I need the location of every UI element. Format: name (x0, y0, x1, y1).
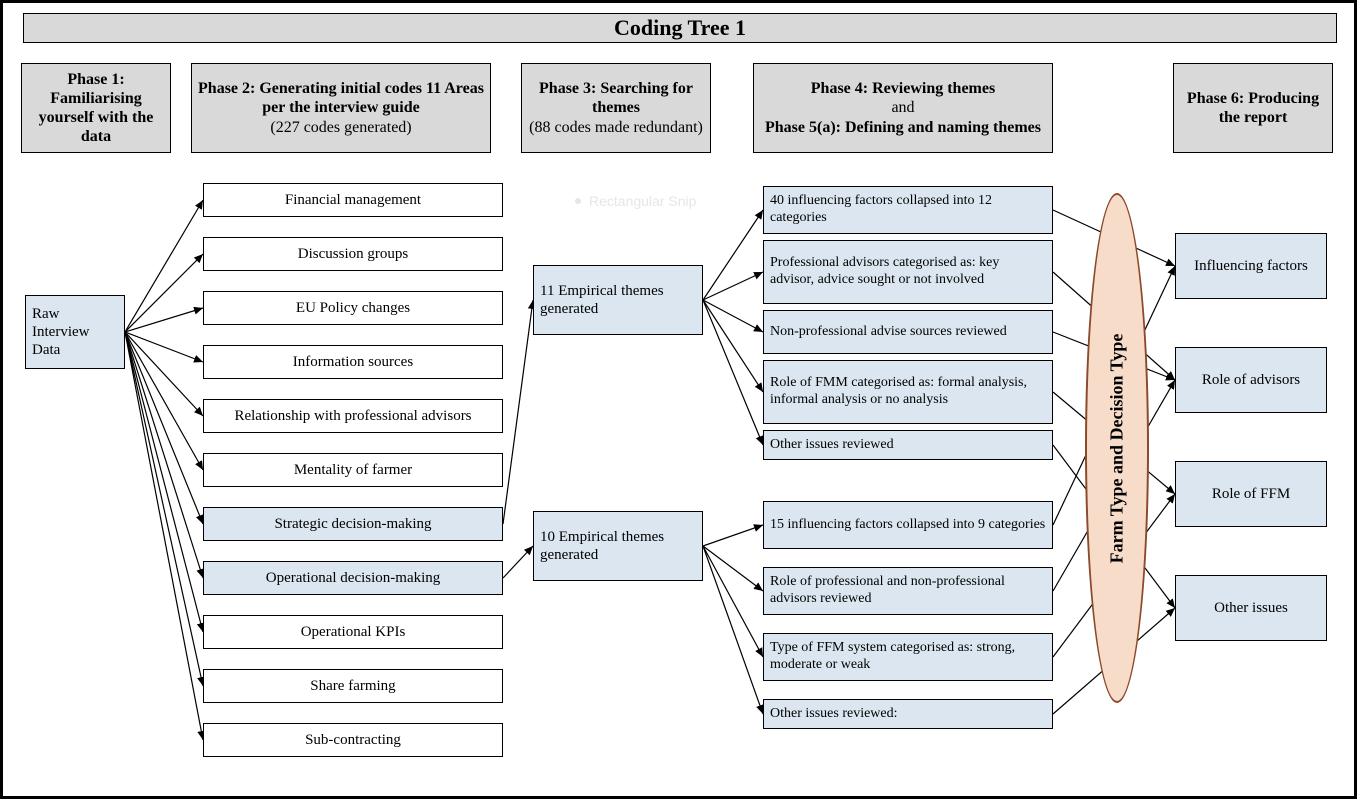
phase6-item: Role of advisors (1175, 347, 1327, 413)
phase3-header-bold: Phase 3: Searching for themes (528, 79, 704, 117)
phase3-header: Phase 3: Searching for themes (88 codes … (521, 63, 711, 153)
phase4-bot-item: Type of FFM system categorised as: stron… (763, 633, 1053, 681)
phase1-header-text: Phase 1: Familiarising yourself with the… (28, 70, 164, 147)
raw-interview-data: Raw Interview Data (25, 295, 125, 369)
phase2-item: Mentality of farmer (203, 453, 503, 487)
phase1-header: Phase 1: Familiarising yourself with the… (21, 63, 171, 153)
phase3-bot-box: 10 Empirical themes generated (533, 511, 703, 581)
phase4-top-item: Role of FMM categorised as: formal analy… (763, 360, 1053, 424)
phase2-item: Operational decision-making (203, 561, 503, 595)
farm-type-ellipse: Farm Type and Decision Type (1085, 193, 1149, 703)
phase6-header-text: Phase 6: Producing the report (1180, 89, 1326, 127)
phase4-bot-item: 15 influencing factors collapsed into 9 … (763, 501, 1053, 549)
ellipse-label: Farm Type and Decision Type (1107, 333, 1128, 563)
phase3-header-sub: (88 codes made redundant) (528, 118, 704, 137)
phase4-bot-item: Other issues reviewed: (763, 699, 1053, 729)
phase4-header-bold: Phase 4: Reviewing themes (760, 79, 1046, 98)
phase2-header-sub: (227 codes generated) (198, 118, 484, 137)
phase4-top-item: Non-professional advise sources reviewed (763, 310, 1053, 354)
phase4-top-item: 40 influencing factors collapsed into 12… (763, 186, 1053, 234)
snip-dot-icon (575, 198, 581, 204)
phase2-item: EU Policy changes (203, 291, 503, 325)
phase45-header: Phase 4: Reviewing themes and Phase 5(a)… (753, 63, 1053, 153)
phase4-bot-item: Role of professional and non-professiona… (763, 567, 1053, 615)
phase2-item: Discussion groups (203, 237, 503, 271)
phase2-header-bold: Phase 2: Generating initial codes 11 Are… (198, 79, 484, 117)
snip-watermark: Rectangular Snip (575, 193, 696, 209)
phase3-top-label: 11 Empirical themes generated (540, 282, 696, 318)
phase4-top-item: Professional advisors categorised as: ke… (763, 240, 1053, 304)
phase4-top-item: Other issues reviewed (763, 430, 1053, 460)
phase2-item: Information sources (203, 345, 503, 379)
phase2-item: Operational KPIs (203, 615, 503, 649)
phase3-bot-label: 10 Empirical themes generated (540, 528, 696, 564)
phase6-item: Other issues (1175, 575, 1327, 641)
phase2-item: Relationship with professional advisors (203, 399, 503, 433)
phase6-item: Role of FFM (1175, 461, 1327, 527)
phase2-item: Share farming (203, 669, 503, 703)
phase3-top-box: 11 Empirical themes generated (533, 265, 703, 335)
phase2-item: Financial management (203, 183, 503, 217)
phase6-item: Influencing factors (1175, 233, 1327, 299)
phase2-item: Strategic decision-making (203, 507, 503, 541)
snip-watermark-text: Rectangular Snip (589, 193, 696, 209)
diagram-canvas: Coding Tree 1 Phase 1: Familiarising you… (0, 0, 1357, 799)
phase2-header: Phase 2: Generating initial codes 11 Are… (191, 63, 491, 153)
title-text: Coding Tree 1 (614, 15, 746, 41)
phase2-item: Sub-contracting (203, 723, 503, 757)
phase5a-header-bold: Phase 5(a): Defining and naming themes (760, 118, 1046, 137)
phase45-and: and (760, 98, 1046, 117)
raw-interview-label: Raw Interview Data (32, 305, 118, 359)
title-bar: Coding Tree 1 (23, 13, 1337, 43)
phase6-header: Phase 6: Producing the report (1173, 63, 1333, 153)
